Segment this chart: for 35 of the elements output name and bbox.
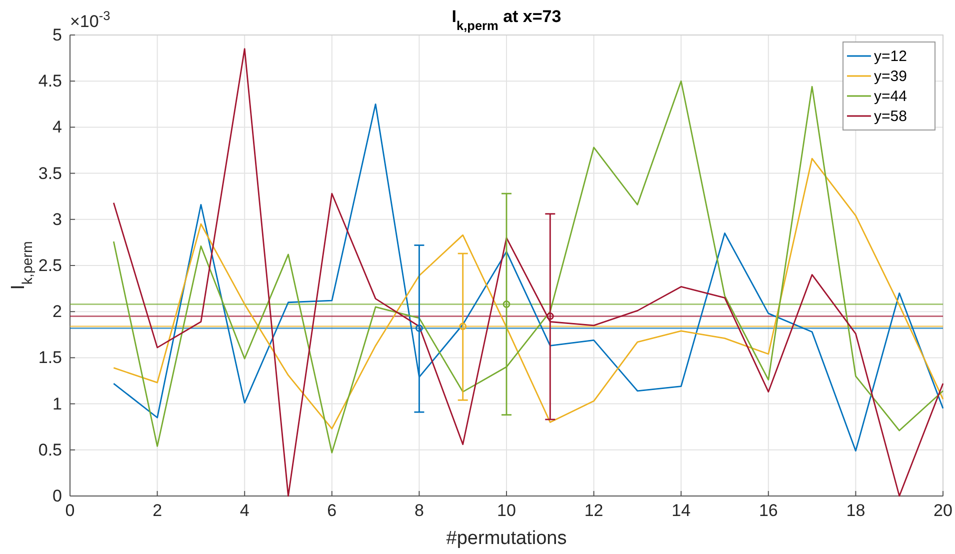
x-tick-label: 10 (497, 501, 516, 520)
y-tick-label: 3.5 (38, 164, 62, 183)
point (546, 312, 554, 320)
x-tick-label: 16 (758, 501, 778, 520)
point (459, 322, 467, 330)
x-tick-label: 4 (240, 501, 250, 520)
y-tick-label: 5 (52, 25, 62, 44)
x-tick-label: 2 (152, 501, 162, 520)
x-tick-label: 20 (934, 501, 952, 520)
y-tick-label: 2 (52, 302, 62, 322)
x-tick-label: 12 (584, 501, 604, 520)
x-tick-label: 6 (327, 501, 337, 520)
x-tick-label: 14 (672, 501, 691, 520)
y-tick-label: 3 (52, 210, 62, 229)
line-series (112, 158, 944, 430)
legend-label: y=44 (874, 88, 907, 105)
line-series (112, 48, 944, 497)
y-tick-label: 0.5 (38, 440, 62, 460)
x-tick-label: 0 (65, 501, 75, 520)
y-tick-label: 1.5 (38, 348, 62, 368)
y-tick-label: 4 (52, 118, 62, 137)
y-tick-label: 0 (52, 486, 62, 506)
legend-label: y=58 (874, 108, 907, 125)
y-tick-label: 1 (52, 394, 62, 414)
x-tick-label: 18 (846, 501, 866, 520)
legend-label: y=12 (874, 48, 907, 65)
chart-title: I$_{k,perm}$ at x=73 (452, 7, 562, 32)
point (416, 324, 423, 332)
x-tick-label: 8 (414, 501, 424, 520)
y-tick-label: 2.5 (38, 256, 62, 275)
point (502, 300, 510, 308)
text: ×10$^{-3}$ (70, 8, 110, 31)
y-tick-label: 4.5 (38, 72, 62, 91)
legend-label: y=39 (874, 68, 907, 85)
x-axis-title: #permutations (446, 528, 567, 549)
